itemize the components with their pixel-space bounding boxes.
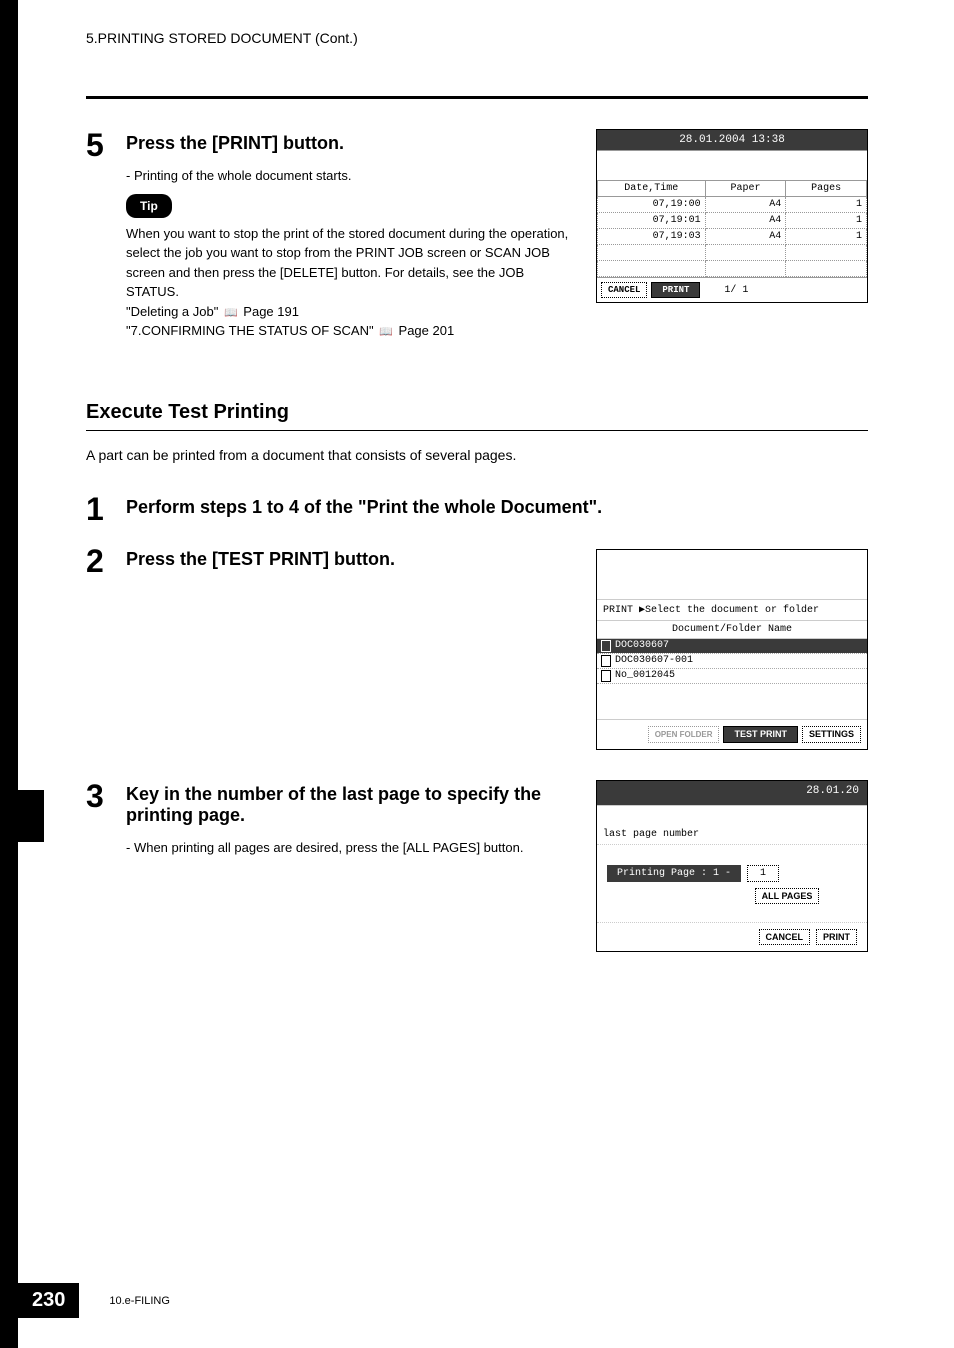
step-title: Key in the number of the last page to sp…	[126, 784, 576, 826]
tip-ref-text: "7.CONFIRMING THE STATUS OF SCAN"	[126, 323, 374, 338]
all-pages-button[interactable]: ALL PAGES	[755, 888, 820, 904]
cell-pages: 1	[786, 213, 867, 229]
test-print-button[interactable]: TEST PRINT	[723, 726, 798, 743]
cell-datetime: 07,19:01	[598, 213, 706, 229]
tip-page-ref: Page 201	[399, 323, 455, 338]
col-paper: Paper	[705, 181, 786, 197]
table-row[interactable]: 07,19:01 A4 1	[598, 213, 867, 229]
screen-prompt: PRINT ▶Select the document or folder	[597, 600, 867, 620]
document-icon	[601, 655, 611, 667]
step-number: 1	[86, 493, 126, 525]
book-icon	[377, 323, 395, 338]
table-row[interactable]: 07,19:00 A4 1	[598, 197, 867, 213]
screenshot-test-print: 28.01.20 last page number Printing Page …	[596, 780, 868, 952]
screen-instruction: last page number	[597, 825, 867, 844]
printing-page-label: Printing Page : 1 -	[607, 865, 741, 882]
screenshot-print-list: 28.01.2004 13:38 Date,Time Paper Pages 0…	[596, 129, 868, 303]
left-black-margin	[0, 0, 18, 1348]
page-footer: 230 10.e-FILING	[18, 1283, 170, 1318]
cell-pages: 1	[786, 197, 867, 213]
page-header: 5.PRINTING STORED DOCUMENT (Cont.)	[0, 0, 954, 56]
tip-text: When you want to stop the print of the s…	[126, 224, 576, 302]
settings-button[interactable]: SETTINGS	[802, 726, 861, 743]
step-5: 5 Press the [PRINT] button. - Printing o…	[86, 129, 576, 341]
list-item-label: No_0012045	[615, 670, 675, 681]
step-number: 5	[86, 129, 126, 161]
list-item-label: DOC030607-001	[615, 655, 693, 666]
step-1: 1 Perform steps 1 to 4 of the "Print the…	[86, 493, 868, 525]
screenshot-folder-list: PRINT ▶Select the document or folder Doc…	[596, 549, 868, 750]
pager-text: 1/ 1	[724, 285, 748, 296]
document-icon	[601, 640, 611, 652]
step-number: 2	[86, 545, 126, 577]
print-button[interactable]: PRINT	[816, 929, 857, 945]
table-row[interactable]: 07,19:03 A4 1	[598, 229, 867, 245]
cell-paper: A4	[705, 197, 786, 213]
step-number: 3	[86, 780, 126, 812]
section-intro: A part can be printed from a document th…	[86, 447, 868, 463]
page-number-input[interactable]: 1	[747, 865, 779, 882]
cancel-button[interactable]: CANCEL	[601, 282, 647, 298]
open-folder-button[interactable]: OPEN FOLDER	[648, 726, 720, 743]
step-bullet: - Printing of the whole document starts.	[126, 166, 576, 186]
cell-paper: A4	[705, 213, 786, 229]
step-2: 2 Press the [TEST PRINT] button.	[86, 545, 576, 577]
tip-badge: Tip	[126, 194, 172, 218]
print-button[interactable]: PRINT	[651, 282, 700, 298]
list-header: Document/Folder Name	[597, 620, 867, 639]
tip-link-1: "Deleting a Job" Page 191	[126, 302, 576, 322]
list-item-label: DOC030607	[615, 640, 669, 651]
list-item[interactable]: No_0012045	[597, 668, 867, 683]
screen-timestamp: 28.01.2004 13:38	[597, 130, 867, 150]
list-item[interactable]: DOC030607-001	[597, 653, 867, 668]
tip-link-2: "7.CONFIRMING THE STATUS OF SCAN" Page 2…	[126, 321, 576, 341]
step-3: 3 Key in the number of the last page to …	[86, 780, 576, 858]
cell-paper: A4	[705, 229, 786, 245]
document-icon	[601, 670, 611, 682]
section-title: Execute Test Printing	[86, 401, 868, 431]
page-number: 230	[18, 1283, 79, 1318]
step-bullet: - When printing all pages are desired, p…	[126, 838, 576, 858]
book-icon	[222, 304, 240, 319]
col-pages: Pages	[786, 181, 867, 197]
col-datetime: Date,Time	[598, 181, 706, 197]
list-item[interactable]: DOC030607	[597, 639, 867, 653]
step-title: Perform steps 1 to 4 of the "Print the w…	[126, 497, 868, 518]
cell-datetime: 07,19:00	[598, 197, 706, 213]
horizontal-rule	[86, 96, 868, 99]
footer-chapter: 10.e-FILING	[109, 1295, 170, 1307]
chapter-tab	[18, 790, 44, 842]
tip-page-ref: Page 191	[243, 304, 299, 319]
screen-date: 28.01.20	[597, 781, 867, 805]
cell-pages: 1	[786, 229, 867, 245]
tip-ref-text: "Deleting a Job"	[126, 304, 218, 319]
cancel-button[interactable]: CANCEL	[759, 929, 811, 945]
cell-datetime: 07,19:03	[598, 229, 706, 245]
document-table: Date,Time Paper Pages 07,19:00 A4 1 07,1…	[597, 180, 867, 277]
step-title: Press the [TEST PRINT] button.	[126, 549, 576, 570]
step-title: Press the [PRINT] button.	[126, 133, 576, 154]
